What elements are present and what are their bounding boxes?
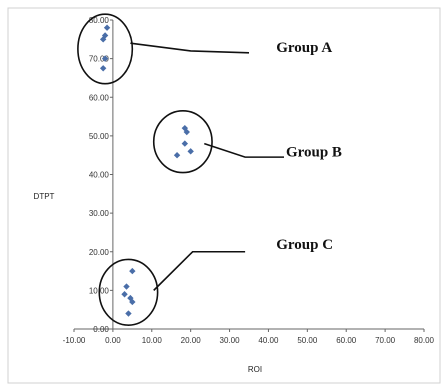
data-points <box>99 24 194 317</box>
x-tick-label: -10.00 <box>63 336 86 345</box>
data-point <box>103 24 111 31</box>
x-tick-label: 0.00 <box>105 336 121 345</box>
x-tick-label: 50.00 <box>297 336 318 345</box>
x-tick-label: 70.00 <box>375 336 396 345</box>
group-circle <box>98 258 159 326</box>
data-point <box>121 291 128 298</box>
x-tick-label: 80.00 <box>414 336 435 345</box>
data-point <box>125 310 132 317</box>
leader-line <box>153 250 246 291</box>
group-annotations: Group A Group B Group C <box>77 13 342 326</box>
group-circle <box>152 109 213 174</box>
data-point <box>129 298 136 306</box>
y-tick-label: 80.00 <box>89 16 110 25</box>
y-tick-label: 70.00 <box>89 55 110 64</box>
y-tick-label: 30.00 <box>89 209 110 218</box>
data-point <box>99 65 107 72</box>
group-label: Group B <box>286 144 342 160</box>
leader-line <box>130 42 250 54</box>
leader-line <box>204 142 284 158</box>
data-point <box>187 148 194 155</box>
group-label: Group A <box>276 40 332 56</box>
y-tick-label: 20.00 <box>89 248 110 257</box>
data-point <box>129 267 136 275</box>
x-axis-title: ROI <box>248 365 262 374</box>
group-circle <box>77 13 134 85</box>
y-tick-label: 0.00 <box>93 325 109 334</box>
plot-frame <box>7 7 441 384</box>
axes <box>73 19 425 332</box>
y-axis-title: DTPT <box>34 192 55 201</box>
y-tick-label: 50.00 <box>89 132 110 141</box>
x-tick-label: 20.00 <box>181 336 202 345</box>
y-tick-label: 40.00 <box>89 171 110 180</box>
x-tick-label: 30.00 <box>220 336 241 345</box>
data-point <box>173 151 181 159</box>
data-point <box>123 283 130 290</box>
x-tick-label: 60.00 <box>336 336 357 345</box>
data-point <box>99 36 107 43</box>
data-point <box>101 32 109 39</box>
data-point <box>183 128 190 136</box>
data-point <box>101 55 109 62</box>
y-tick-label: 60.00 <box>89 93 110 102</box>
x-tick-label: 10.00 <box>142 336 163 345</box>
x-tick-label: 40.00 <box>258 336 279 345</box>
tick-labels: -10.00 0.00 10.00 20.00 30.00 40.00 50.00 60.00… <box>63 16 435 345</box>
data-point <box>181 140 189 147</box>
group-label: Group C <box>276 237 333 253</box>
